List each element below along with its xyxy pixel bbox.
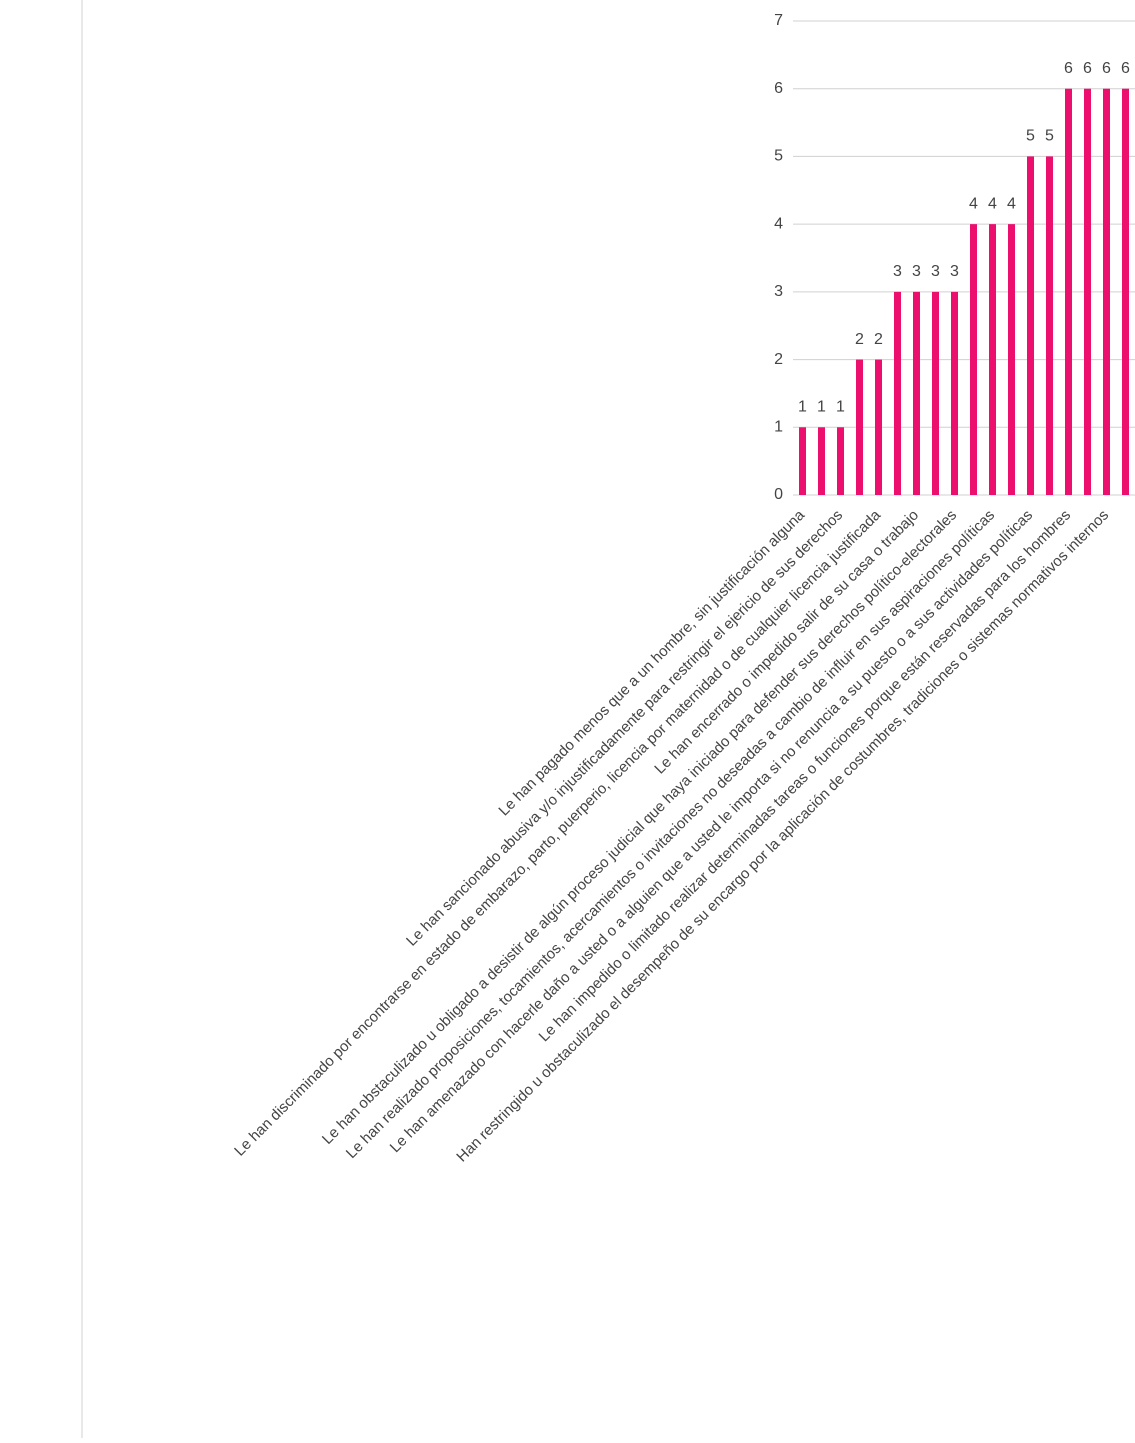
y-tick-label: 5 [774,148,783,165]
data-label: 3 [893,263,902,280]
bar [1027,156,1034,495]
data-label: 1 [817,399,826,416]
data-label: 3 [950,263,959,280]
y-tick-label: 4 [774,215,783,232]
bar [856,359,863,495]
y-tick-label: 0 [774,486,783,503]
data-label: 1 [798,399,807,416]
bar [1008,224,1015,495]
data-label: 3 [931,263,940,280]
y-tick-label: 7 [774,12,783,29]
bar [837,427,844,495]
bar [1065,88,1072,495]
data-label: 6 [1064,60,1073,77]
bar [970,224,977,495]
data-label: 2 [855,331,864,348]
y-tick-label: 2 [774,351,783,368]
bar [1084,88,1091,495]
data-label: 4 [988,195,997,212]
bar [894,291,901,495]
data-label: 6 [1083,60,1092,77]
y-tick-label: 1 [774,419,783,436]
bar [1103,88,1110,495]
data-label: 3 [912,263,921,280]
data-label: 6 [1121,60,1130,77]
data-label: 2 [874,331,883,348]
x-tick-label: Le han obstaculizado u obligado a desist… [319,507,960,1148]
y-tick-label: 3 [774,283,783,300]
data-label: 4 [1007,195,1016,212]
data-label: 4 [969,195,978,212]
bar [1046,156,1053,495]
y-tick-label: 6 [774,80,783,97]
bar [989,224,996,495]
bar [875,359,882,495]
bar [799,427,806,495]
bar [818,427,825,495]
data-label: 5 [1045,128,1054,145]
data-label: 1 [836,399,845,416]
x-tick-label: Le han realizado proposiciones, tocamien… [343,507,998,1162]
bar [913,291,920,495]
bar [951,291,958,495]
bar [932,291,939,495]
bar [1122,88,1129,495]
data-label: 5 [1026,128,1035,145]
data-label: 6 [1102,60,1111,77]
